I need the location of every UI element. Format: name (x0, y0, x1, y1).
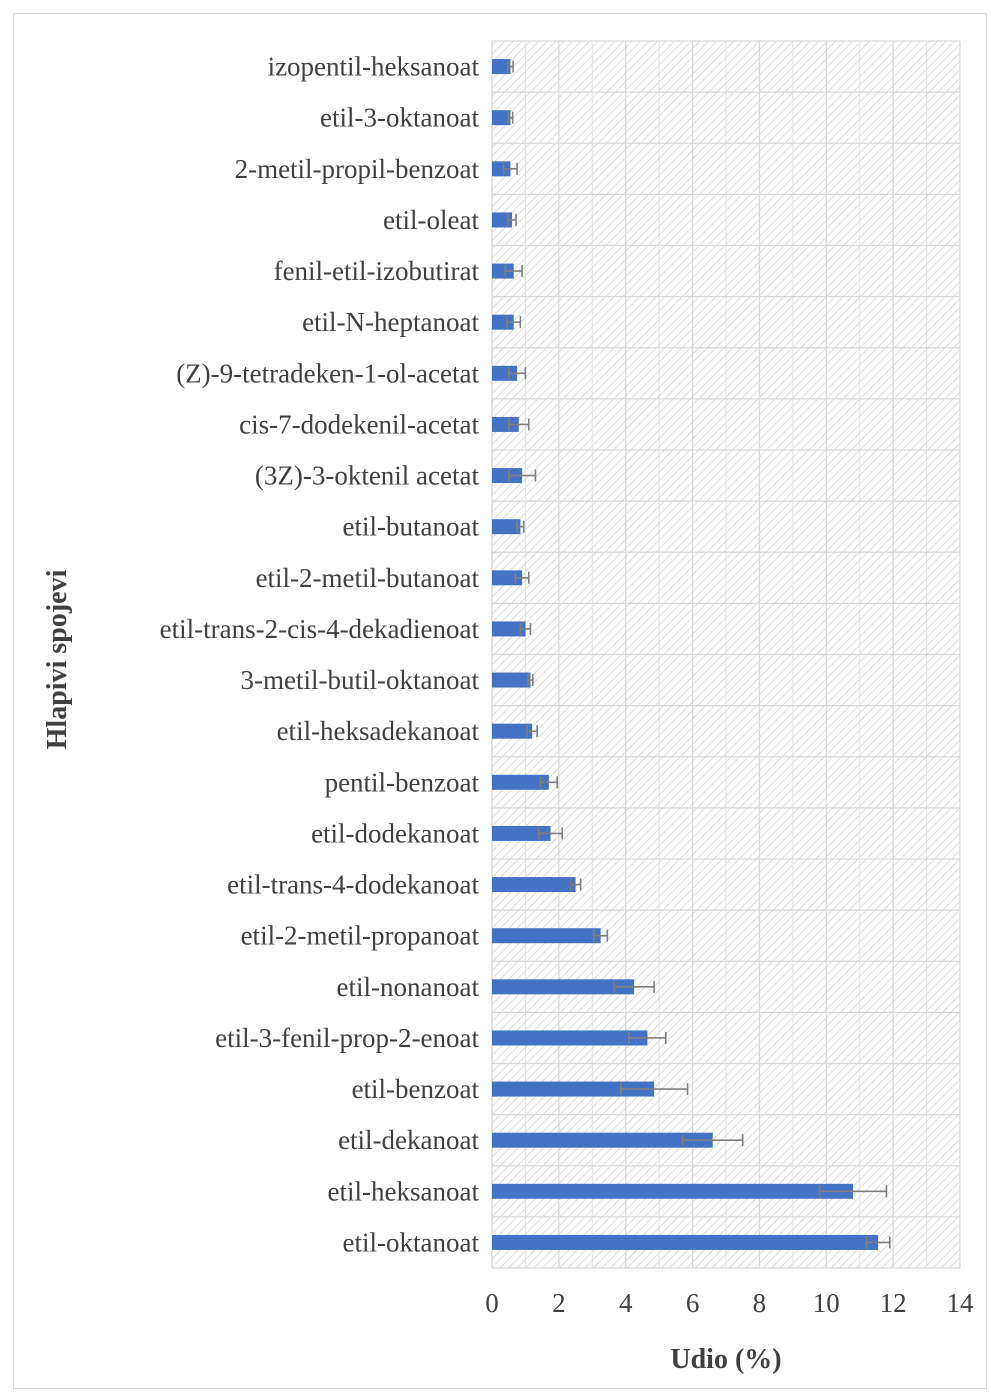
category-label: fenil-etil-izobutirat (274, 256, 480, 286)
bar-3-metil-butil-oktanoat (492, 672, 531, 688)
bar-chart: izopentil-heksanoat etil-3-oktanoat 2-meti… (42, 40, 974, 1375)
bar-etil-heksanoat (492, 1183, 854, 1199)
x-tick-label: 2 (552, 1288, 566, 1318)
x-tick-labels: 0 2 4 6 8 10 12 14 (485, 1288, 974, 1318)
category-label: etil-N-heptanoat (302, 307, 479, 337)
bar-(3Z)-3-oktenil acetat (492, 468, 523, 484)
x-tick-label: 4 (619, 1288, 633, 1318)
error-bar-etil-dekanoat (681, 1134, 744, 1147)
error-bar-izopentil-heksanoat (506, 60, 514, 73)
error-bar-etil-heksadekanoat (526, 725, 538, 738)
x-tick-label: 0 (485, 1288, 499, 1318)
bar-etil-benzoat (492, 1081, 655, 1097)
bar-etil-2-metil-butanoat (492, 570, 523, 586)
error-bar-etil-trans-2-cis-4-dekadienoat (519, 622, 532, 635)
error-bar-2-metil-propil-benzoat (502, 162, 518, 175)
category-label: izopentil-heksanoat (268, 52, 480, 82)
bar-etil-trans-4-dodekanoat (492, 877, 576, 893)
x-tick-label: 10 (813, 1288, 840, 1318)
error-bar-etil-3-oktanoat (507, 111, 514, 124)
bar-etil-oktanoat (492, 1234, 879, 1250)
chart-container: izopentil-heksanoat etil-3-oktanoat 2-meti… (13, 13, 987, 1389)
bar-etil-2-metil-propanoat (492, 928, 601, 944)
x-tick-label: 6 (686, 1288, 700, 1318)
bars (492, 59, 879, 1250)
bar-(Z)-9-tetradeken-1-ol-acetat (492, 365, 518, 381)
y-axis-title: Hlapivi spojevi (42, 569, 73, 749)
bar-etil-dekanoat (492, 1132, 713, 1148)
category-label: etil-oktanoat (343, 1227, 480, 1257)
category-label: 2-metil-propil-benzoat (235, 154, 480, 184)
bar-izopentil-heksanoat (492, 59, 511, 75)
error-bars (502, 60, 891, 1249)
category-label: etil-2-metil-butanoat (256, 563, 480, 593)
error-bar-etil-trans-4-dodekanoat (569, 878, 582, 891)
bar-etil-dodekanoat (492, 825, 551, 841)
bar-etil-3-fenil-prop-2-enoat (492, 1030, 648, 1046)
x-tick-label: 12 (880, 1288, 907, 1318)
category-label: (3Z)-3-oktenil acetat (255, 461, 480, 491)
category-label: etil-oleat (383, 205, 479, 235)
bar-2-metil-propil-benzoat (492, 161, 511, 177)
x-tick-label: 14 (947, 1288, 975, 1318)
error-bar-etil-2-metil-propanoat (593, 929, 609, 942)
category-label: 3-metil-butil-oktanoat (241, 665, 480, 695)
bar-etil-oleat (492, 212, 513, 228)
x-axis-title: Udio (%) (670, 1344, 781, 1375)
error-bar-etil-nonanoat (613, 980, 655, 993)
error-bar-etil-butanoat (516, 520, 525, 533)
category-label: etil-butanoat (343, 512, 480, 542)
gridlines (491, 40, 961, 1269)
category-label: (Z)-9-tetradeken-1-ol-acetat (176, 358, 479, 388)
category-label: cis-7-dodekenil-acetat (239, 409, 479, 439)
bar-etil-trans-2-cis-4-dekadienoat (492, 621, 526, 637)
category-labels: izopentil-heksanoat etil-3-oktanoat 2-meti… (160, 52, 480, 1258)
category-label: etil-trans-2-cis-4-dekadienoat (160, 614, 480, 644)
category-label: etil-benzoat (352, 1074, 480, 1104)
bar-cis-7-dodekenil-acetat (492, 416, 519, 432)
error-bar-etil-benzoat (619, 1083, 689, 1096)
category-label: etil-dekanoat (338, 1125, 479, 1155)
category-label: etil-3-fenil-prop-2-enoat (215, 1023, 479, 1053)
error-bar-fenil-etil-izobutirat (504, 265, 523, 278)
category-label: etil-nonanoat (337, 972, 480, 1002)
bar-etil-3-oktanoat (492, 110, 511, 126)
error-bar-cis-7-dodekenil-acetat (507, 418, 530, 431)
bar-fenil-etil-izobutirat (492, 263, 514, 279)
error-bar-3-metil-butil-oktanoat (527, 674, 534, 687)
error-bar-etil-oktanoat (865, 1236, 891, 1249)
bar-etil-nonanoat (492, 979, 635, 995)
category-label: etil-dodekanoat (311, 818, 479, 848)
category-label: etil-heksanoat (328, 1176, 480, 1206)
bar-etil-butanoat (492, 519, 521, 535)
category-label: etil-trans-4-dodekanoat (227, 870, 479, 900)
error-bar-etil-oleat (507, 213, 517, 226)
error-bar-pentil-benzoat (539, 776, 558, 789)
error-bar-etil-dodekanoat (537, 827, 564, 840)
category-label: pentil-benzoat (325, 767, 480, 797)
bar-pentil-benzoat (492, 774, 549, 790)
error-bar-etil-2-metil-butanoat (514, 571, 530, 584)
error-bar-etil-N-heptanoat (506, 316, 522, 329)
x-tick-label: 8 (753, 1288, 767, 1318)
bar-etil-heksadekanoat (492, 723, 533, 739)
error-bar-(Z)-9-tetradeken-1-ol-acetat (507, 367, 527, 380)
error-bar-etil-3-fenil-prop-2-enoat (628, 1031, 667, 1044)
bar-etil-N-heptanoat (492, 314, 514, 330)
category-label: etil-heksadekanoat (277, 716, 480, 746)
error-bar-(3Z)-3-oktenil acetat (507, 469, 537, 482)
error-bar-etil-heksanoat (818, 1185, 888, 1198)
category-label: etil-2-metil-propanoat (241, 921, 480, 951)
category-label: etil-3-oktanoat (320, 103, 479, 133)
